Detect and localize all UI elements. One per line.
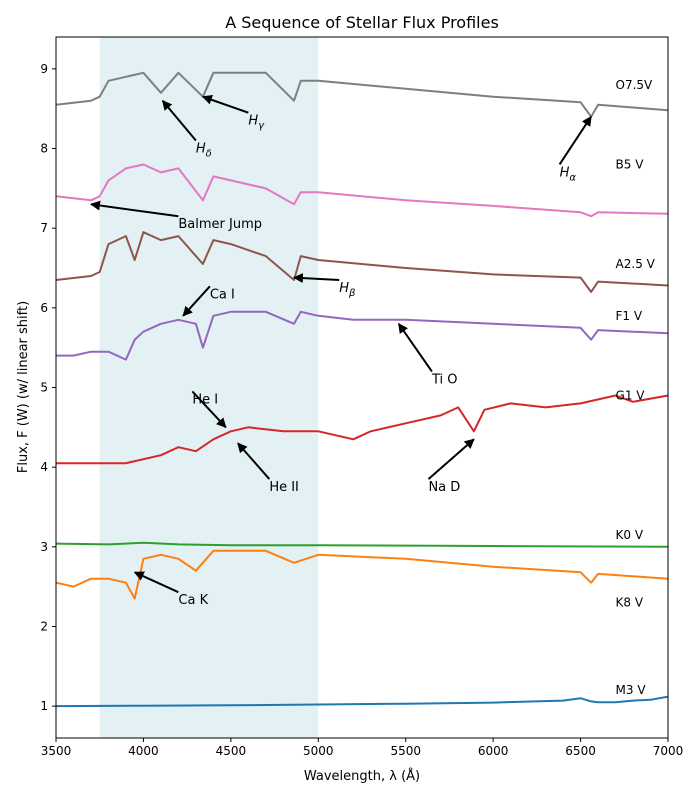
series-line-k0-v [55,541,669,548]
annotation-label: He I [192,392,218,407]
series-line-k8-v [55,549,669,600]
series-label: O7.5V [616,78,654,92]
y-tick-label: 6 [40,301,48,315]
x-tick-label: 7000 [653,744,684,758]
annotation-arrow [89,200,179,218]
y-tick-label: 7 [40,221,48,235]
series-layer [55,71,669,708]
y-axis-label: Flux, F (W) (w/ linear shift) [16,301,31,473]
y-tick-label: 2 [40,619,48,633]
y-tick-label: 4 [40,460,48,474]
series-line-g1-v [56,394,669,465]
annotation-arrow [201,94,249,114]
y-axis: 1 2 3 4 5 6 7 8 9 [40,62,56,713]
x-tick-label: 4500 [216,744,247,758]
annotation-arrow [191,390,227,429]
chart-title: A Sequence of Stellar Flux Profiles [225,13,499,32]
annotation-label: He II [269,480,299,495]
y-tick-label: 5 [40,381,48,395]
annotation-label: Hβ [339,281,356,299]
series-line-o7-5v [55,71,669,118]
series-line-b5-v [55,163,669,218]
highlight-band [99,37,319,738]
annotation-arrow [161,99,197,142]
series-line-a2-5-v [55,231,669,293]
series-label: G1 V [616,388,646,402]
y-tick-label: 1 [40,699,48,713]
annotation-label: Balmer Jump [178,217,262,232]
annotation-label: Ca I [210,287,235,302]
y-tick-label: 3 [40,540,48,554]
annotation-arrow [133,571,179,594]
x-tick-label: 5000 [303,744,334,758]
x-axis: 3500 4000 4500 5000 5500 6000 6500 7000 [41,738,684,758]
annotation-label: Hδ [196,142,212,160]
annotation-layer: Hδ Hγ Hα Balmer Jump Hβ Ca I Ti O He I He II Na D… [89,94,592,608]
series-line-m3-v [55,695,669,708]
annotation-label: Na D [428,480,460,495]
series-label: F1 V [616,309,643,323]
series-label: B5 V [616,157,645,171]
series-label: M3 V [616,683,647,697]
annotation-arrow [237,442,271,480]
series-line-f1-v [56,310,669,361]
annotation-label: Hα [560,165,577,183]
annotation-arrow [292,273,340,284]
annotation-label: Ca K [178,593,208,608]
annotation-arrow [558,115,592,165]
x-tick-label: 4000 [128,744,159,758]
x-tick-label: 3500 [41,744,72,758]
series-label-layer: O7.5V B5 V A2.5 V F1 V G1 V K0 V K8 V M3 V [616,78,656,697]
y-tick-label: 9 [40,62,48,76]
annotation-arrow [427,438,475,480]
x-tick-label: 6500 [565,744,596,758]
series-label: A2.5 V [616,257,656,271]
annotation-arrow [182,285,211,317]
annotation-label: Ti O [431,373,458,388]
x-axis-label: Wavelength, λ (Å) [304,768,420,784]
annotation-label: Hγ [248,114,265,132]
y-tick-label: 8 [40,142,48,156]
x-tick-label: 5500 [390,744,421,758]
x-tick-label: 6000 [478,744,509,758]
annotation-arrow [397,322,433,373]
series-label: K0 V [616,528,644,542]
series-label: K8 V [616,596,644,610]
